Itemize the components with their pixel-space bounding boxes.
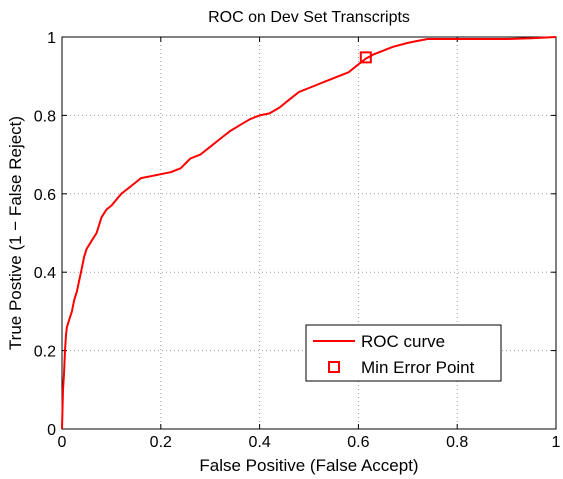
- min-error-point-marker: [359, 51, 372, 64]
- x-tick-label: 0.8: [446, 434, 468, 451]
- axis-ticks: 0 0.2 0.4 0.6 0.8 1 0 0.2 0.4 0.6 0.8 1: [34, 30, 561, 451]
- grid: [62, 37, 556, 429]
- x-tick-label: 0: [58, 434, 67, 451]
- chart-title: ROC on Dev Set Transcripts: [208, 9, 410, 26]
- legend-square-marker-icon: [328, 361, 340, 373]
- plot-frame: [61, 36, 557, 430]
- legend-label-min-error-point: Min Error Point: [361, 358, 475, 377]
- y-tick-label: 0.2: [34, 344, 56, 361]
- y-tick-label: 1: [47, 30, 56, 47]
- series-layer: [61, 36, 557, 430]
- y-axis-label: True Postive (1 − False Reject): [6, 116, 25, 350]
- x-tick-label: 1: [552, 434, 561, 451]
- y-tick-label: 0.6: [34, 187, 56, 204]
- x-tick-label: 0.6: [347, 434, 369, 451]
- y-tick-label: 0: [47, 422, 56, 439]
- y-tick-label: 0.4: [34, 265, 56, 282]
- x-axis-label: False Positive (False Accept): [199, 456, 418, 475]
- legend: ROC curve Min Error Point: [305, 324, 502, 382]
- y-tick-label: 0.8: [34, 108, 56, 125]
- legend-label-roc-curve: ROC curve: [361, 332, 445, 351]
- roc-curve-line: [61, 36, 557, 430]
- x-tick-label: 0.2: [150, 434, 172, 451]
- x-tick-label: 0.4: [248, 434, 270, 451]
